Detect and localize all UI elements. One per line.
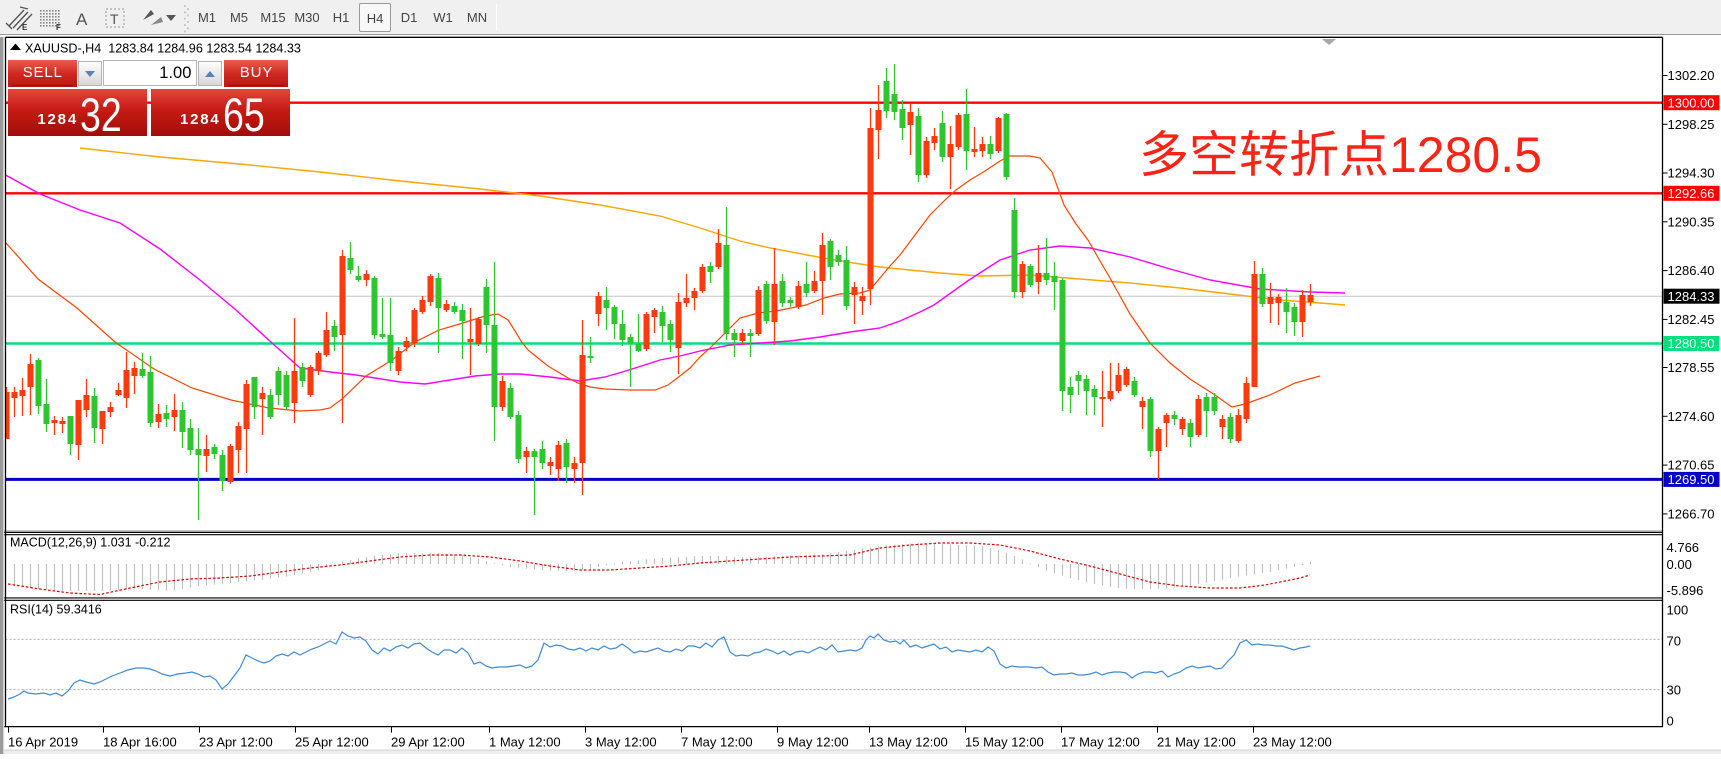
svg-text:1278.55: 1278.55 [1668,360,1715,375]
svg-text:18 Apr 16:00: 18 Apr 16:00 [103,735,177,750]
svg-text:0: 0 [1667,714,1674,729]
svg-text:1280.50: 1280.50 [1668,336,1715,351]
svg-text:T: T [110,11,119,27]
svg-text:MACD(12,26,9) 1.031 -0.212: MACD(12,26,9) 1.031 -0.212 [10,536,171,550]
svg-text:23 Apr 12:00: 23 Apr 12:00 [199,735,273,750]
svg-text:1292.66: 1292.66 [1668,186,1715,201]
svg-text:1286.40: 1286.40 [1668,263,1715,278]
svg-text:23 May 12:00: 23 May 12:00 [1253,735,1332,750]
svg-text:1302.20: 1302.20 [1668,68,1715,83]
svg-text:-5.896: -5.896 [1667,583,1704,598]
svg-text:RSI(14) 59.3416: RSI(14) 59.3416 [10,603,102,617]
svg-text:1 May 12:00: 1 May 12:00 [489,735,561,750]
svg-text:XAUUSD-,H4 1283.84 1284.96 12: XAUUSD-,H4 1283.84 1284.96 1283.54 1284.… [25,42,301,56]
svg-text:17 May 12:00: 17 May 12:00 [1061,735,1140,750]
svg-text:100: 100 [1667,603,1689,618]
svg-text:21 May 12:00: 21 May 12:00 [1157,735,1236,750]
svg-text:70: 70 [1667,634,1681,649]
svg-text:A: A [76,10,88,29]
svg-text:29 Apr 12:00: 29 Apr 12:00 [391,735,465,750]
svg-text:1266.70: 1266.70 [1668,506,1715,521]
svg-text:1294.30: 1294.30 [1668,166,1715,181]
svg-text:1284.33: 1284.33 [1668,289,1715,304]
svg-text:E: E [22,23,28,32]
svg-text:25 Apr 12:00: 25 Apr 12:00 [295,735,369,750]
svg-text:4.766: 4.766 [1667,540,1700,555]
svg-text:3 May 12:00: 3 May 12:00 [585,735,657,750]
svg-text:30: 30 [1667,683,1681,698]
svg-text:0.00: 0.00 [1667,557,1692,572]
svg-text:1282.45: 1282.45 [1668,312,1715,327]
svg-text:1298.25: 1298.25 [1668,117,1715,132]
svg-text:1269.50: 1269.50 [1668,472,1715,487]
svg-text:F: F [56,23,61,32]
svg-text:15 May 12:00: 15 May 12:00 [965,735,1044,750]
svg-text:9 May 12:00: 9 May 12:00 [777,735,849,750]
svg-text:1270.65: 1270.65 [1668,458,1715,473]
svg-text:7 May 12:00: 7 May 12:00 [681,735,753,750]
svg-text:13 May 12:00: 13 May 12:00 [869,735,948,750]
svg-text:1290.35: 1290.35 [1668,214,1715,229]
svg-text:1280.5: 1280.5 [1389,127,1542,183]
svg-text:1300.00: 1300.00 [1668,95,1715,110]
svg-text:16 Apr 2019: 16 Apr 2019 [8,735,78,750]
svg-text:1274.60: 1274.60 [1668,409,1715,424]
